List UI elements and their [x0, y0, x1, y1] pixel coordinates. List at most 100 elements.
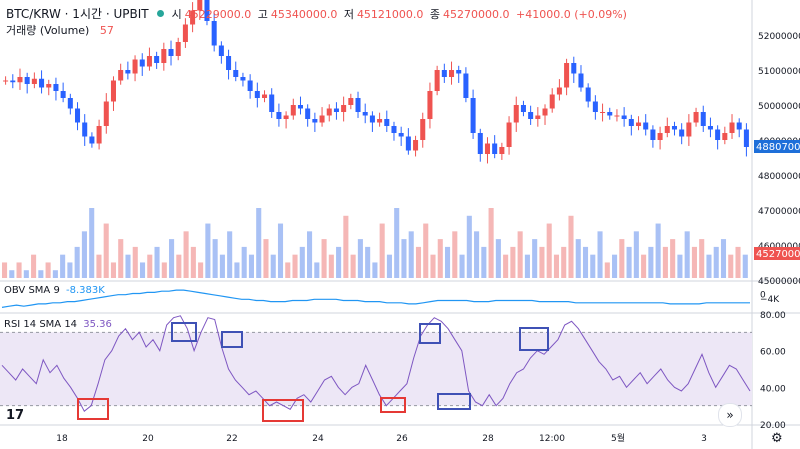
candle-body — [182, 24, 188, 42]
volume-bar — [38, 270, 44, 278]
candle-body — [118, 70, 124, 81]
volume-bar — [684, 231, 690, 278]
candle-body — [549, 94, 555, 109]
candle-body — [664, 126, 670, 133]
volume-legend[interactable]: 거래량 (Volume) 57 — [6, 22, 117, 38]
volume-bar — [292, 254, 298, 278]
close-value: 45270000.0 — [443, 8, 510, 21]
volume-bar — [31, 254, 37, 278]
candle-body — [657, 133, 663, 140]
candle-body — [226, 56, 232, 70]
candle-body — [175, 42, 181, 56]
candle-body — [333, 108, 339, 112]
candle-body — [650, 129, 656, 140]
volume-bar — [386, 254, 392, 278]
candle-body — [398, 133, 404, 137]
rsi-tick-label: 20.00 — [760, 421, 786, 431]
price-tick-label: 52000000.0 — [758, 32, 800, 42]
annotation-box-overbought — [419, 323, 441, 344]
volume-bar — [256, 208, 262, 278]
candle-body — [456, 70, 462, 74]
volume-bar — [161, 262, 167, 278]
volume-bar — [67, 262, 73, 278]
candle-body — [326, 108, 332, 116]
candle-body — [247, 80, 253, 91]
volume-bar — [263, 239, 269, 278]
price-tick-label: 50000000.0 — [758, 102, 800, 112]
candle-body — [125, 70, 131, 74]
candle-body — [693, 112, 699, 123]
candle-body — [233, 70, 239, 77]
volume-value: 57 — [99, 24, 114, 37]
candle-body — [636, 122, 642, 126]
candle-body — [161, 49, 167, 63]
volume-bar — [474, 231, 480, 278]
price-tick-label: 47000000.0 — [758, 207, 800, 217]
candle-body — [600, 112, 606, 113]
candle-body — [441, 70, 447, 77]
volume-bar — [103, 223, 109, 278]
volume-bar — [52, 270, 58, 278]
candle-body — [722, 133, 728, 140]
volume-bar — [169, 239, 175, 278]
time-tick-label: 24 — [312, 434, 324, 444]
scroll-to-realtime-button[interactable]: » — [718, 403, 742, 427]
candle-body — [60, 91, 66, 98]
current-price-badge: 48807000.0 — [756, 142, 800, 153]
volume-bar — [655, 223, 661, 278]
volume-bar — [2, 262, 8, 278]
candle-body — [384, 119, 390, 126]
annotation-box-oversold — [380, 397, 406, 413]
candle-body — [736, 122, 742, 130]
volume-bar — [619, 239, 625, 278]
candle-body — [700, 112, 706, 126]
candle-body — [204, 0, 210, 21]
rsi-axis: 80.00 60.00 40.00 20.00 — [760, 311, 786, 431]
candle-body — [31, 78, 37, 84]
candle-body — [10, 80, 16, 83]
volume-bar — [9, 270, 15, 278]
candle-body — [75, 108, 81, 123]
candle-body — [305, 108, 311, 119]
candle-body — [168, 49, 174, 56]
rsi-legend[interactable]: RSI 14 SMA 14 35.36 — [4, 319, 115, 330]
candle-body — [132, 59, 138, 74]
tradingview-logo: 17 — [6, 408, 25, 423]
candle-body — [312, 119, 318, 123]
candle-body — [348, 98, 354, 105]
time-axis[interactable]: 18 20 22 24 26 28 12:00 5월 3 — [56, 432, 707, 444]
volume-bar — [415, 246, 422, 278]
candle-body — [743, 129, 749, 147]
candle-body — [528, 112, 534, 119]
candle-body — [262, 94, 268, 98]
rsi-tick-label: 80.00 — [760, 311, 786, 321]
volume-bar — [394, 208, 400, 278]
obv-label: OBV SMA 9 — [4, 285, 60, 296]
candle-body — [139, 59, 145, 67]
volume-bar — [241, 246, 247, 278]
volume-bar — [270, 254, 276, 278]
volume-bar — [713, 246, 719, 278]
candle-body — [341, 105, 347, 112]
rsi-line — [1, 315, 751, 412]
candle-body — [391, 126, 397, 133]
candle-body — [110, 80, 116, 102]
candle-body — [254, 91, 260, 98]
volume-bar — [575, 239, 581, 278]
volume-bar — [430, 254, 436, 278]
volume-bar — [23, 270, 29, 278]
volume-price-badge-bg — [754, 247, 800, 260]
candle-body — [96, 126, 102, 144]
volume-bar — [517, 231, 523, 278]
time-tick-label: 26 — [396, 434, 408, 444]
volume-bar — [321, 239, 327, 278]
volume-bar — [481, 246, 487, 278]
candle-body — [413, 140, 419, 151]
volume-bar — [677, 254, 683, 278]
gear-icon[interactable]: ⚙ — [771, 431, 783, 446]
obv-legend[interactable]: OBV SMA 9 -8.383K — [4, 285, 108, 296]
symbol-legend[interactable]: BTC/KRW · 1시간 · UPBIT 시 45229000.0 고 45340… — [6, 5, 630, 22]
candle-body — [190, 10, 196, 25]
candle-body — [535, 115, 541, 119]
